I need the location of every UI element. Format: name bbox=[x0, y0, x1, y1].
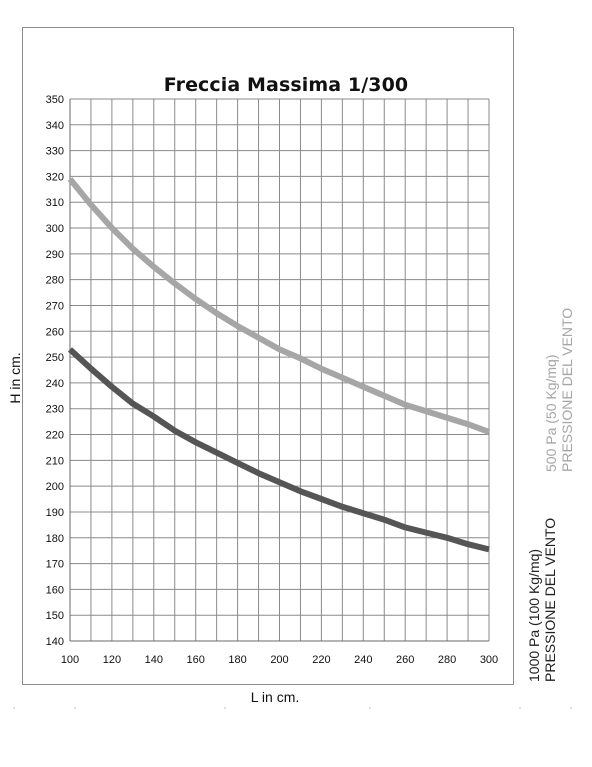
x-tick-label: 100 bbox=[61, 654, 79, 666]
chart-frame bbox=[22, 27, 514, 685]
y-tick-label: 290 bbox=[46, 249, 64, 261]
page-mark bbox=[13, 707, 15, 709]
y-tick-label: 190 bbox=[46, 507, 64, 519]
y-tick-label: 200 bbox=[46, 481, 64, 493]
x-axis-label: L in cm. bbox=[250, 689, 300, 705]
y-tick-label: 180 bbox=[46, 533, 64, 545]
x-tick-label: 160 bbox=[187, 654, 205, 666]
series-line-500pa bbox=[67, 177, 491, 435]
page-mark bbox=[74, 707, 76, 709]
page-mark bbox=[224, 707, 226, 709]
page-mark bbox=[519, 707, 521, 709]
y-tick-label: 220 bbox=[46, 430, 64, 442]
page-mark bbox=[369, 707, 371, 709]
y-tick-label: 250 bbox=[46, 352, 64, 364]
y-tick-label: 280 bbox=[46, 275, 64, 287]
y-tick-label: 350 bbox=[46, 94, 64, 106]
x-tick-label: 260 bbox=[396, 654, 414, 666]
legend-dark-line2: PRESSIONE DEL VENTO bbox=[542, 517, 558, 682]
y-tick-label: 320 bbox=[46, 171, 64, 183]
y-tick-label: 160 bbox=[46, 584, 64, 596]
x-tick-label: 280 bbox=[438, 654, 456, 666]
y-tick-label: 140 bbox=[46, 636, 64, 648]
y-tick-label: 260 bbox=[46, 326, 64, 338]
y-tick-label: 240 bbox=[46, 378, 64, 390]
y-tick-label: 330 bbox=[46, 146, 64, 158]
x-tick-label: 220 bbox=[312, 654, 330, 666]
x-tick-label: 200 bbox=[270, 654, 288, 666]
x-tick-label: 240 bbox=[354, 654, 372, 666]
y-tick-label: 210 bbox=[46, 455, 64, 467]
series-line-1000pa bbox=[67, 347, 490, 553]
page-mark bbox=[570, 707, 572, 709]
x-tick-label: 180 bbox=[228, 654, 246, 666]
y-tick-label: 310 bbox=[46, 197, 64, 209]
x-tick-label: 300 bbox=[480, 654, 498, 666]
y-tick-label: 270 bbox=[46, 300, 64, 312]
legend-light-line1: 500 Pa (50 Kg/mq) bbox=[543, 354, 559, 472]
legend-dark-series: 1000 Pa (100 Kg/mq) PRESSIONE DEL VENTO bbox=[526, 492, 560, 682]
x-tick-label: 120 bbox=[103, 654, 121, 666]
legend-light-line2: PRESSIONE DEL VENTO bbox=[559, 307, 575, 472]
x-tick-label: 140 bbox=[145, 654, 163, 666]
y-tick-label: 170 bbox=[46, 559, 64, 571]
y-tick-label: 340 bbox=[46, 120, 64, 132]
legend-light-series: 500 Pa (50 Kg/mq) PRESSIONE DEL VENTO bbox=[543, 282, 577, 472]
legend-dark-line1: 1000 Pa (100 Kg/mq) bbox=[526, 548, 542, 682]
chart-title: Freccia Massima 1/300 bbox=[163, 74, 409, 96]
y-tick-label: 150 bbox=[46, 610, 64, 622]
y-tick-label: 230 bbox=[46, 404, 64, 416]
y-tick-label: 300 bbox=[46, 223, 64, 235]
